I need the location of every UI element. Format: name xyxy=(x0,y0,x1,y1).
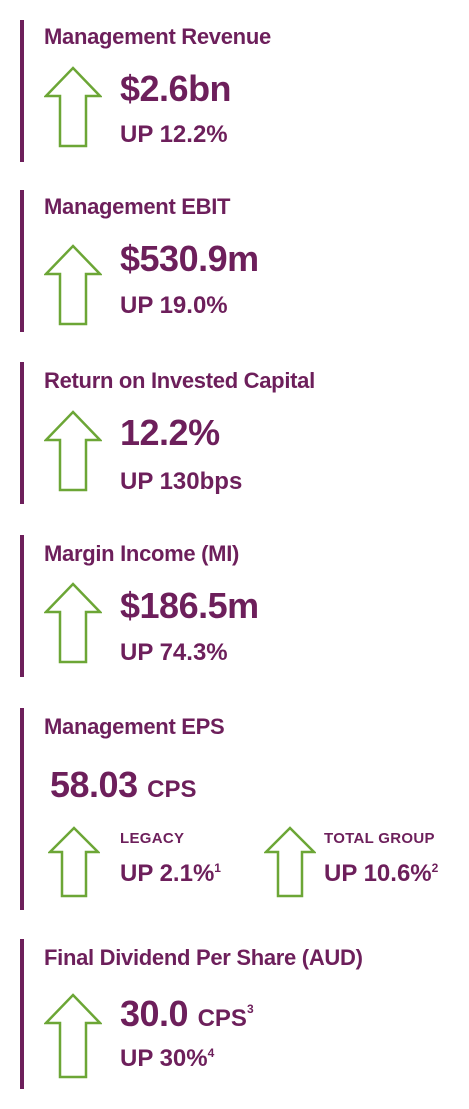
dividend-value-number: 30.0 xyxy=(120,993,189,1034)
metric-title: Management Revenue xyxy=(44,24,271,49)
eps-value: 58.03 CPS xyxy=(50,764,196,806)
footnote-1: 1 xyxy=(214,861,221,875)
metric-title: Margin Income (MI) xyxy=(44,541,240,566)
footnote-2: 2 xyxy=(431,861,439,875)
metric-card-roic: Return on Invested Capital 12.2% UP 130b… xyxy=(20,362,464,504)
dividend-change: UP 30%4 xyxy=(120,1045,214,1073)
metric-title: Return on Invested Capital xyxy=(44,368,315,393)
metric-card-management-revenue: Management Revenue $2.6bn UP 12.2% xyxy=(20,20,464,162)
metric-change: UP 12.2% xyxy=(120,121,228,148)
metric-change: UP 19.0% xyxy=(120,292,228,319)
eps-total-group-label: TOTAL GROUP xyxy=(324,830,435,847)
eps-total-group-change: UP 10.6%2 xyxy=(324,860,438,888)
eps-legacy-label: LEGACY xyxy=(120,830,185,847)
metric-card-management-ebit: Management EBIT $530.9m UP 19.0% xyxy=(20,190,464,332)
up-arrow-icon xyxy=(44,582,102,664)
up-arrow-icon xyxy=(264,826,316,898)
metric-title: Management EPS xyxy=(44,714,225,739)
up-arrow-icon xyxy=(44,993,102,1079)
metric-card-margin-income: Margin Income (MI) $186.5m UP 74.3% xyxy=(20,535,464,677)
eps-value-number: 58.03 xyxy=(50,764,138,805)
metric-title: Final Dividend Per Share (AUD) xyxy=(44,945,363,970)
eps-unit: CPS xyxy=(147,776,197,803)
metric-title: Management EBIT xyxy=(44,194,231,219)
metric-card-final-dividend: Final Dividend Per Share (AUD) 30.0 CPS3… xyxy=(20,939,464,1089)
footnote-3: 3 xyxy=(246,1002,254,1016)
up-arrow-icon xyxy=(44,410,102,492)
metric-card-management-eps: Management EPS 58.03 CPS LEGACY UP 2.1%1… xyxy=(20,708,464,910)
footnote-4: 4 xyxy=(207,1046,215,1060)
dividend-value: 30.0 CPS3 xyxy=(120,993,254,1035)
metric-value: $186.5m xyxy=(120,585,259,626)
dividend-unit: CPS xyxy=(197,1005,247,1032)
metric-value: $2.6bn xyxy=(120,68,232,109)
up-arrow-icon xyxy=(44,244,102,326)
metric-change: UP 130bps xyxy=(120,468,243,495)
metric-change: UP 74.3% xyxy=(120,639,228,666)
dividend-change-text: UP 30% xyxy=(120,1045,208,1072)
up-arrow-icon xyxy=(48,826,100,898)
eps-total-group-change-text: UP 10.6% xyxy=(324,860,432,887)
eps-legacy-change: UP 2.1%1 xyxy=(120,860,221,888)
eps-legacy-change-text: UP 2.1% xyxy=(120,860,215,887)
up-arrow-icon xyxy=(44,66,102,148)
metric-value: 12.2% xyxy=(120,412,220,453)
metric-value: $530.9m xyxy=(120,238,259,279)
